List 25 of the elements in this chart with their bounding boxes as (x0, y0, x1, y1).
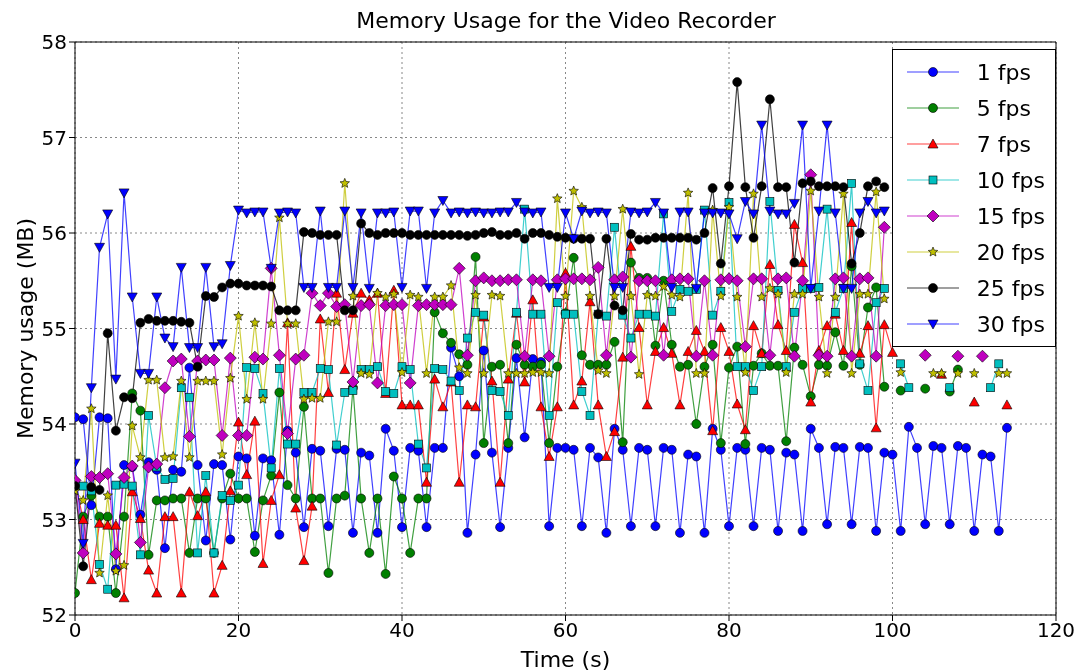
x-tick-label: 40 (389, 618, 415, 643)
x-tick-label: 80 (716, 618, 742, 643)
legend-label: 1 fps (976, 59, 1031, 85)
y-tick-label: 57 (41, 125, 67, 150)
y-tick-label: 53 (41, 507, 67, 532)
y-tick-label: 52 (41, 603, 67, 628)
y-tick-label: 56 (41, 221, 67, 246)
y-axis-title: Memory usage (MB) (12, 217, 38, 440)
legend-label: 20 fps (976, 239, 1045, 265)
x-tick-label: 0 (68, 618, 82, 643)
y-tick-label: 54 (41, 412, 67, 437)
legend-label: 10 fps (976, 167, 1045, 193)
x-tick-label: 100 (873, 618, 912, 643)
x-tick-label: 120 (1036, 618, 1076, 643)
legend-label: 15 fps (976, 203, 1045, 229)
legend-label: 30 fps (976, 311, 1045, 337)
legend-label: 5 fps (976, 95, 1031, 121)
legend-label: 7 fps (976, 131, 1031, 157)
chart-title: Memory Usage for the Video Recorder (355, 8, 777, 33)
x-axis-title: Time (s) (519, 647, 611, 671)
x-tick-label: 60 (552, 618, 579, 643)
x-tick-label: 20 (225, 618, 252, 643)
y-tick-label: 58 (41, 30, 67, 55)
y-tick-label: 55 (41, 316, 67, 341)
legend-label: 25 fps (976, 275, 1045, 301)
